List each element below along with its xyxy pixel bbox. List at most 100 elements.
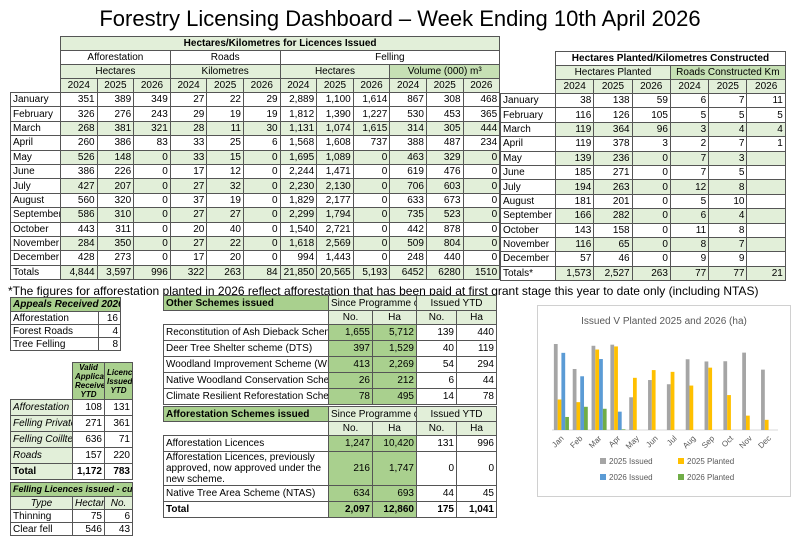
- cell: 0: [462, 207, 501, 223]
- row-label: Native Woodland Conservation Scheme: [163, 372, 329, 389]
- licences-panel: Hectares/Kilometres for Licences Issued A…: [10, 36, 501, 281]
- column-header: No.: [416, 421, 457, 436]
- cell: 12,860: [372, 501, 417, 518]
- cell: 5,193: [352, 264, 391, 281]
- cell: 0: [133, 235, 171, 252]
- cell: 388: [389, 135, 427, 151]
- year-header: 2024: [169, 78, 208, 93]
- empty-cell: [501, 52, 556, 66]
- year-header: 2025: [708, 79, 748, 94]
- bar: [591, 345, 596, 430]
- bar: [617, 411, 622, 430]
- cell: 0: [242, 178, 281, 194]
- cell: 1,829: [279, 192, 318, 209]
- bar: [670, 371, 675, 430]
- cell: 5: [669, 193, 710, 210]
- bar: [580, 376, 585, 430]
- cell: 194: [554, 179, 595, 195]
- cell: 271: [593, 164, 633, 181]
- x-tick-label: Sep: [700, 433, 717, 450]
- row-label: May: [500, 150, 556, 166]
- cell: 634: [328, 485, 373, 502]
- cell: 17: [169, 250, 208, 266]
- bar: [685, 359, 690, 430]
- cell: 0: [352, 178, 391, 194]
- table-row: Afforestation Roads Felling: [11, 50, 501, 65]
- cell: 212: [372, 372, 417, 389]
- column-header: No.: [328, 310, 373, 325]
- cell: 30: [242, 120, 281, 137]
- cell: 243: [133, 106, 171, 122]
- appeals-panel: Appeals Received 2026 Afforestation 16 Fore…: [10, 297, 121, 351]
- cell: 2,177: [316, 192, 354, 209]
- row-label: March: [10, 120, 61, 137]
- empty-cell: [11, 79, 61, 93]
- cell: 7: [669, 164, 710, 181]
- table-row: Native Woodland Conservation Scheme 26 212…: [163, 372, 497, 389]
- cell: 428: [60, 250, 98, 266]
- table-row: Reconstitution of Ash Dieback Scheme 1,65…: [163, 324, 497, 341]
- cell: 268: [60, 120, 98, 137]
- cell: 1,227: [352, 106, 391, 122]
- cell: 0: [462, 178, 501, 194]
- cell: 6: [103, 509, 134, 523]
- table-row: Roads 157 220: [10, 447, 133, 464]
- cell: [746, 164, 786, 181]
- cell: 427: [60, 178, 98, 194]
- column-header: Ha: [456, 421, 497, 436]
- row-label: April: [500, 136, 556, 152]
- row-label: Roads: [10, 447, 73, 464]
- cell: 381: [96, 120, 135, 137]
- bar: [561, 352, 566, 430]
- column-header: No.: [416, 310, 457, 325]
- cell: 45: [456, 485, 497, 502]
- cell: 349: [133, 91, 171, 108]
- table-row: Thinning 75 6: [10, 509, 134, 523]
- table-title: Appeals Received 2026: [10, 297, 121, 312]
- cell: 19: [242, 106, 281, 122]
- x-tick-label: Jan: [550, 434, 565, 449]
- group-header: Issued YTD: [416, 406, 497, 422]
- cell: 32: [206, 178, 244, 194]
- cell: 1,615: [352, 120, 391, 137]
- table-title: Hectares Planted/Kilometres Constructed: [555, 51, 786, 66]
- cell: 1,747: [372, 451, 417, 486]
- cell: 2,130: [316, 178, 354, 194]
- cell: 77: [708, 265, 748, 282]
- x-tick-label: Dec: [756, 434, 772, 450]
- year-header: 2025: [206, 78, 244, 93]
- row-label: January: [500, 92, 556, 109]
- planted-panel: Hectares Planted/Kilometres Constructed H…: [500, 51, 786, 282]
- cell: 2,569: [316, 235, 354, 252]
- cell: 378: [593, 136, 633, 152]
- cell: 0: [631, 164, 671, 181]
- table-row: October 443 311 0 20 40 0 1,540 2,721 0 442 878 0: [10, 221, 501, 237]
- cell: 6: [416, 372, 457, 389]
- table-row: January 38 138 59 6 7 11: [500, 92, 786, 109]
- cell: 248: [389, 250, 427, 266]
- cell: 263: [206, 264, 244, 281]
- cell: 131: [416, 435, 457, 452]
- cell: [746, 193, 786, 210]
- cell: 5: [669, 107, 710, 123]
- table-row: Total 2,097 12,860 175 1,041: [163, 501, 497, 518]
- cell: 40: [206, 221, 244, 237]
- row-label: September: [500, 208, 556, 224]
- column-header: Ha: [372, 310, 417, 325]
- cell: 139: [554, 150, 595, 166]
- cell: 0: [462, 235, 501, 252]
- cell: 20,565: [316, 264, 354, 281]
- cell: 9: [669, 251, 710, 267]
- table-row: Hectares/Kilometres for Licences Issued: [11, 36, 501, 51]
- cell: 0: [462, 149, 501, 165]
- table-row: Forest Roads 4: [10, 324, 121, 338]
- bar: [602, 408, 607, 430]
- table-row: Felling Licences issued - current week: [9, 482, 134, 497]
- cell: 1,089: [316, 149, 354, 165]
- cell: 444: [462, 120, 501, 137]
- cell: 226: [96, 163, 135, 180]
- x-tick-label: Oct: [720, 433, 736, 449]
- cell: 0: [631, 193, 671, 210]
